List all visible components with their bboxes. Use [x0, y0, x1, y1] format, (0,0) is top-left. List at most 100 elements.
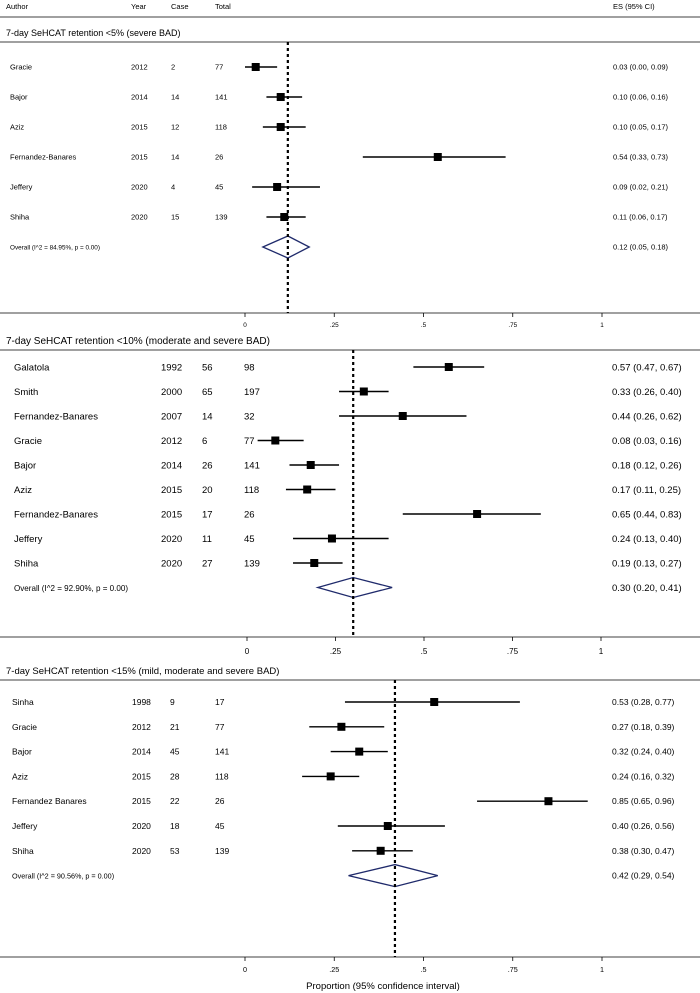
- panels: 7-day SeHCAT retention <5% (severe BAD) G…: [0, 28, 700, 974]
- study-case: 28: [170, 771, 180, 781]
- study-es-ci: 0.32 (0.24, 0.40): [612, 747, 675, 757]
- panel-title: 7-day SeHCAT retention <5% (severe BAD): [6, 28, 181, 38]
- point-estimate-square: [398, 412, 407, 420]
- study-year: 2020: [131, 213, 148, 222]
- study-total: 17: [215, 697, 225, 707]
- study-case: 15: [171, 213, 179, 222]
- point-estimate-square: [355, 747, 364, 756]
- study-case: 4: [171, 183, 175, 192]
- point-estimate-square: [383, 822, 392, 830]
- x-axis-tick-label: .75: [508, 322, 517, 329]
- x-axis-title: Proportion (95% confidence interval): [306, 981, 460, 992]
- forest-panel: 7-day SeHCAT retention <5% (severe BAD) G…: [0, 28, 700, 329]
- study-year: 2015: [161, 509, 182, 520]
- study-total: 98: [244, 362, 255, 373]
- study-row: Fernandez Banares 2015 22 26 0.85 (0.65, 0.9…: [12, 796, 675, 806]
- study-author: Gracie: [10, 63, 32, 72]
- study-case: 2: [171, 63, 175, 72]
- study-author: Aziz: [10, 123, 24, 132]
- study-total: 45: [215, 821, 225, 831]
- study-es-ci: 0.24 (0.13, 0.40): [612, 534, 682, 545]
- study-case: 21: [170, 722, 180, 732]
- overall-row: Overall (I^2 = 92.90%, p = 0.00) 0.30 (0.…: [14, 576, 682, 599]
- study-es-ci: 0.54 (0.33, 0.73): [613, 153, 669, 162]
- overall-label: Overall (I^2 = 92.90%, p = 0.00): [14, 584, 128, 593]
- study-total: 118: [215, 123, 227, 132]
- x-axis-tick-label: .25: [330, 647, 342, 656]
- study-year: 2014: [161, 460, 182, 471]
- study-case: 22: [170, 796, 180, 806]
- study-year: 2020: [132, 821, 151, 831]
- point-estimate-square: [376, 846, 385, 855]
- study-es-ci: 0.08 (0.03, 0.16): [612, 436, 682, 447]
- point-estimate-square: [326, 772, 335, 781]
- study-author: Fernandez Banares: [12, 796, 87, 806]
- overall-label: Overall (I^2 = 90.56%, p = 0.00): [12, 872, 114, 881]
- study-case: 53: [170, 846, 180, 856]
- study-total: 26: [215, 796, 225, 806]
- study-row: Shiha 2020 27 139 0.19 (0.13, 0.27): [14, 558, 682, 569]
- study-es-ci: 0.85 (0.65, 0.96): [612, 796, 675, 806]
- study-es-ci: 0.65 (0.44, 0.83): [612, 509, 682, 520]
- x-axis-tick-label: 1: [600, 322, 604, 329]
- study-row: Bajor 2014 14 141 0.10 (0.06, 0.16): [10, 93, 669, 102]
- study-author: Shiha: [10, 213, 30, 222]
- study-author: Gracie: [14, 436, 42, 447]
- study-es-ci: 0.10 (0.06, 0.16): [613, 93, 669, 102]
- header-case: Case: [171, 2, 189, 11]
- study-author: Gracie: [12, 722, 37, 732]
- study-es-ci: 0.10 (0.05, 0.17): [613, 123, 669, 132]
- study-es-ci: 0.44 (0.26, 0.62): [612, 411, 682, 422]
- x-axis-tick-label: .5: [420, 965, 426, 974]
- study-total: 26: [244, 509, 255, 520]
- overall-diamond: [261, 235, 311, 259]
- study-row: Bajor 2014 26 141 0.18 (0.12, 0.26): [14, 460, 682, 471]
- study-case: 14: [202, 411, 213, 422]
- study-case: 65: [202, 387, 213, 398]
- study-es-ci: 0.40 (0.26, 0.56): [612, 821, 675, 831]
- header-es: ES (95% CI): [613, 2, 655, 11]
- study-case: 11: [202, 534, 212, 545]
- study-author: Galatola: [14, 362, 50, 373]
- x-axis-tick-label: 1: [599, 647, 604, 656]
- forest-panel: 7-day SeHCAT retention <15% (mild, moder…: [0, 666, 700, 974]
- study-year: 2012: [161, 436, 182, 447]
- study-total: 141: [244, 460, 260, 471]
- overall-diamond: [348, 863, 438, 888]
- point-estimate-square: [359, 387, 368, 396]
- study-author: Shiha: [12, 846, 34, 856]
- panel-title: 7-day SeHCAT retention <10% (moderate an…: [6, 336, 270, 347]
- study-author: Aziz: [14, 485, 32, 496]
- study-row: Galatola 1992 56 98 0.57 (0.47, 0.67): [14, 362, 682, 373]
- study-total: 26: [215, 153, 223, 162]
- point-estimate-square: [430, 698, 439, 706]
- study-author: Shiha: [14, 558, 39, 569]
- x-axis-tick-label: .25: [329, 965, 339, 974]
- study-total: 118: [215, 771, 229, 781]
- study-author: Jeffery: [12, 821, 38, 831]
- header-total: Total: [215, 2, 231, 11]
- study-year: 2020: [132, 846, 151, 856]
- x-axis-tick-label: 0: [243, 965, 247, 974]
- study-author: Fernandez-Banares: [10, 153, 77, 162]
- study-row: Gracie 2012 2 77 0.03 (0.00, 0.09): [10, 63, 669, 72]
- study-year: 2015: [131, 153, 148, 162]
- study-row: Aziz 2015 28 118 0.24 (0.16, 0.32): [12, 771, 675, 781]
- forest-panel: 7-day SeHCAT retention <10% (moderate an…: [0, 336, 700, 656]
- study-case: 27: [202, 558, 213, 569]
- point-estimate-square: [276, 123, 285, 131]
- study-case: 45: [170, 747, 180, 757]
- overall-row: Overall (I^2 = 90.56%, p = 0.00) 0.42 (0.…: [12, 863, 675, 888]
- study-row: Gracie 2012 21 77 0.27 (0.18, 0.39): [12, 722, 675, 732]
- study-year: 2000: [161, 387, 182, 398]
- study-year: 2015: [161, 485, 182, 496]
- x-axis-tick-label: 1: [600, 965, 604, 974]
- point-estimate-square: [273, 183, 282, 191]
- study-total: 141: [215, 93, 228, 102]
- study-es-ci: 0.33 (0.26, 0.40): [612, 387, 682, 398]
- point-estimate-square: [310, 559, 319, 567]
- study-row: Jeffery 2020 4 45 0.09 (0.02, 0.21): [10, 183, 669, 192]
- study-year: 1992: [161, 362, 182, 373]
- study-year: 2020: [161, 558, 182, 569]
- point-estimate-square: [433, 153, 442, 161]
